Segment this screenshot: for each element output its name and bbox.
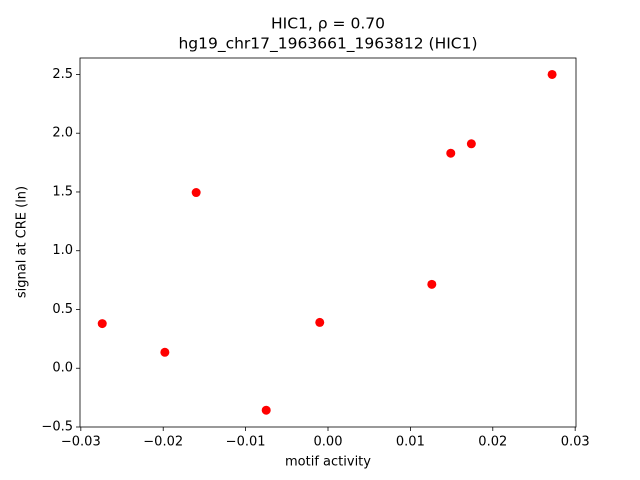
point (160, 347, 170, 357)
y-tick-label: 0.5 (52, 302, 73, 317)
y-tick-label: −0.5 (41, 420, 73, 435)
y-tick-label: 1.0 (52, 243, 73, 258)
y-axis-label: signal at CRE (ln) (15, 186, 30, 298)
y-tick-label: 2.5 (52, 67, 73, 82)
point (427, 279, 437, 289)
x-tick-label: 0.03 (561, 435, 590, 450)
y-tick-label: 1.5 (52, 184, 73, 199)
y-tick-label: 0.0 (52, 361, 73, 376)
x-tick-label: −0.01 (226, 435, 266, 450)
x-tick-label: 0.00 (314, 435, 343, 450)
chart-subtitle: hg19_chr17_1963661_1963812 (HIC1) (178, 35, 477, 54)
x-tick-label: 0.02 (478, 435, 507, 450)
chart-title: HIC1, ρ = 0.70 (271, 15, 385, 33)
x-tick-label: 0.01 (396, 435, 425, 450)
point (446, 148, 456, 158)
point (466, 139, 476, 149)
point (547, 69, 557, 79)
point (97, 319, 107, 329)
plot-frame (79, 57, 577, 428)
point (191, 188, 201, 198)
x-axis-label: motif activity (285, 455, 371, 470)
point (315, 317, 325, 327)
point (261, 405, 271, 415)
y-tick-label: 2.0 (52, 126, 73, 141)
x-tick-label: −0.03 (61, 435, 101, 450)
x-tick-label: −0.02 (143, 435, 183, 450)
